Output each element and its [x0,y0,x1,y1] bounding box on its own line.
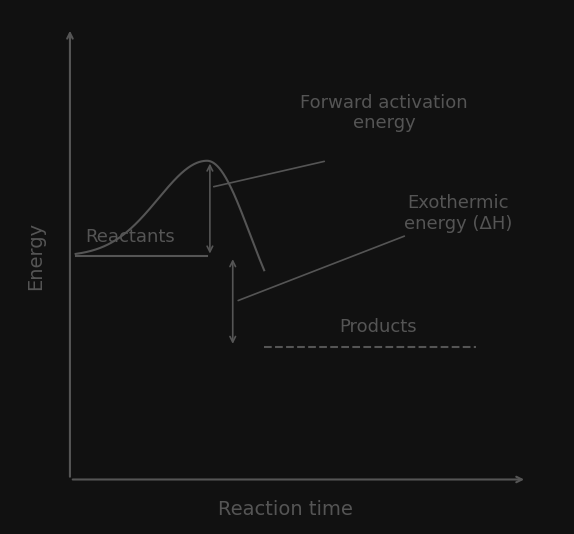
Text: Reaction time: Reaction time [219,500,354,520]
Text: Reactants: Reactants [85,228,175,246]
Text: Products: Products [340,318,417,336]
Text: Forward activation
energy: Forward activation energy [300,93,468,132]
Text: Exothermic
energy (ΔH): Exothermic energy (ΔH) [404,194,513,233]
Text: Energy: Energy [26,222,45,290]
